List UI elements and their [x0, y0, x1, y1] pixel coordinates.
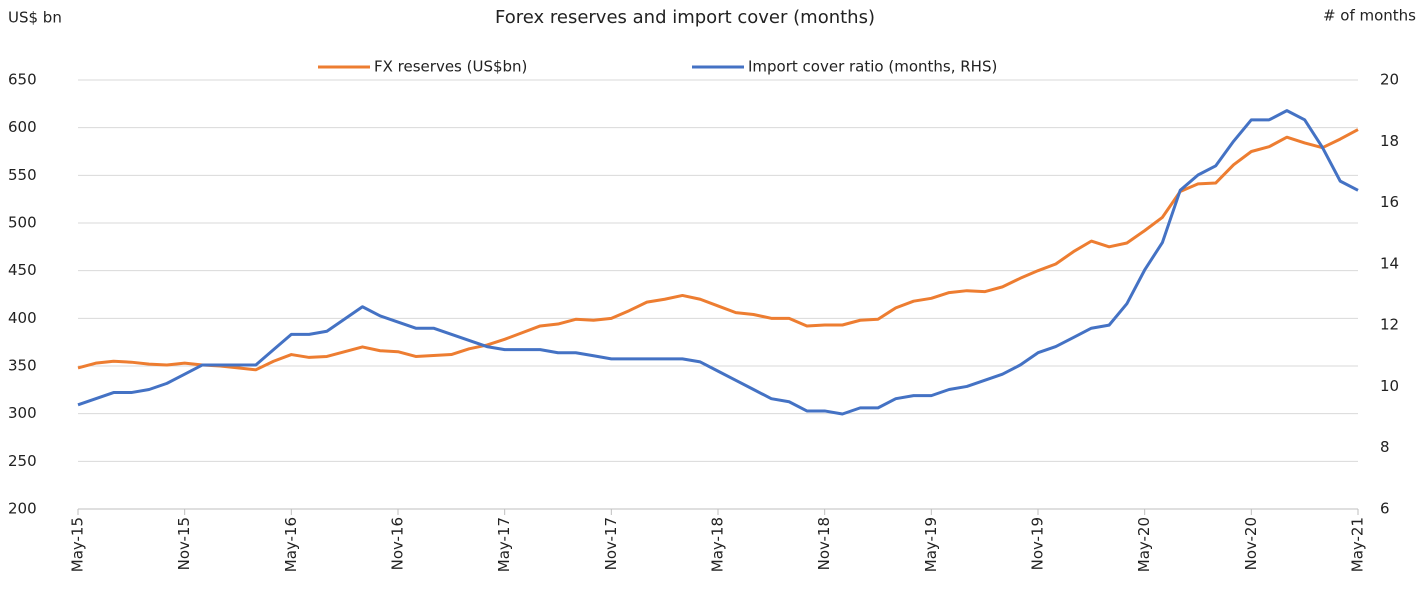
x-tick-label: May-15 [69, 517, 87, 572]
y2-tick-label: 10 [1380, 377, 1399, 395]
legend-label: FX reserves (US$bn) [374, 58, 527, 76]
y2-tick-label: 12 [1380, 316, 1399, 334]
x-tick-label: May-21 [1349, 517, 1367, 572]
y-tick-label: 450 [8, 261, 37, 279]
y2-tick-label: 8 [1380, 438, 1390, 456]
y-tick-label: 500 [8, 214, 37, 232]
series-line [77, 128, 1359, 372]
x-tick-label: Nov-18 [815, 517, 833, 570]
x-tick-label: Nov-16 [389, 517, 407, 570]
y2-tick-label: 6 [1380, 500, 1390, 518]
x-tick-label: May-16 [282, 517, 300, 572]
y-axis-label: US$ bn [8, 9, 62, 27]
chart-title: Forex reserves and import cover (months) [495, 7, 875, 28]
y-tick-label: 400 [8, 309, 37, 327]
x-tick-label: May-18 [709, 517, 727, 572]
series-line [77, 109, 1359, 416]
y-tick-label: 600 [8, 118, 37, 136]
y-tick-label: 200 [8, 500, 37, 518]
y2-tick-label: 18 [1380, 132, 1399, 150]
y-tick-label: 350 [8, 357, 37, 375]
x-tick-label: May-20 [1135, 517, 1153, 572]
legend-label: Import cover ratio (months, RHS) [748, 58, 997, 76]
x-tick-label: Nov-19 [1029, 517, 1047, 570]
x-tick-label: May-17 [495, 517, 513, 572]
y2-axis-label: # of months [1323, 7, 1416, 25]
y-tick-label: 550 [8, 166, 37, 184]
y-tick-label: 650 [8, 71, 37, 89]
y-tick-label: 300 [8, 404, 37, 422]
x-tick-label: Nov-17 [602, 517, 620, 570]
x-tick-label: May-19 [922, 517, 940, 572]
y2-tick-label: 16 [1380, 193, 1399, 211]
y2-tick-label: 20 [1380, 71, 1399, 89]
y2-tick-label: 14 [1380, 254, 1399, 272]
x-tick-label: Nov-15 [175, 517, 193, 570]
y-tick-label: 250 [8, 452, 37, 470]
x-tick-label: Nov-20 [1242, 517, 1260, 570]
